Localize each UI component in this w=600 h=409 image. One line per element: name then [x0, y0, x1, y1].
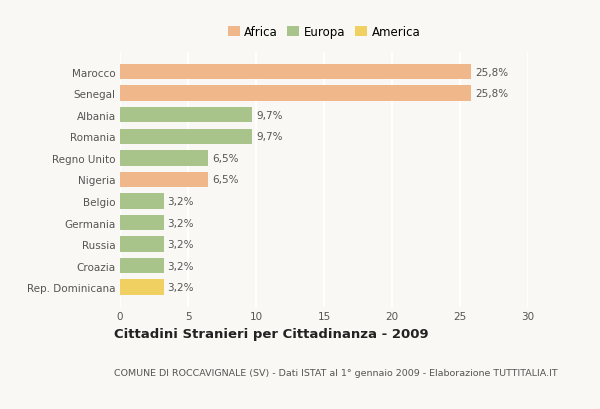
Bar: [120, 108, 252, 123]
Bar: [120, 237, 164, 252]
Text: 3,2%: 3,2%: [167, 196, 194, 207]
Text: 6,5%: 6,5%: [212, 153, 239, 164]
Text: 9,7%: 9,7%: [256, 110, 283, 120]
Text: 3,2%: 3,2%: [167, 283, 194, 292]
Bar: [120, 258, 164, 274]
Text: 25,8%: 25,8%: [475, 67, 508, 77]
Text: COMUNE DI ROCCAVIGNALE (SV) - Dati ISTAT al 1° gennaio 2009 - Elaborazione TUTTI: COMUNE DI ROCCAVIGNALE (SV) - Dati ISTAT…: [114, 368, 557, 377]
Legend: Africa, Europa, America: Africa, Europa, America: [226, 24, 422, 41]
Text: Cittadini Stranieri per Cittadinanza - 2009: Cittadini Stranieri per Cittadinanza - 2…: [114, 327, 428, 340]
Text: 3,2%: 3,2%: [167, 218, 194, 228]
Bar: [120, 151, 208, 166]
Text: 6,5%: 6,5%: [212, 175, 239, 185]
Bar: [120, 172, 208, 188]
Text: 25,8%: 25,8%: [475, 89, 508, 99]
Bar: [120, 194, 164, 209]
Bar: [120, 129, 252, 145]
Text: 3,2%: 3,2%: [167, 240, 194, 249]
Text: 9,7%: 9,7%: [256, 132, 283, 142]
Bar: [120, 215, 164, 231]
Bar: [120, 86, 471, 102]
Bar: [120, 65, 471, 80]
Text: 3,2%: 3,2%: [167, 261, 194, 271]
Bar: [120, 280, 164, 295]
